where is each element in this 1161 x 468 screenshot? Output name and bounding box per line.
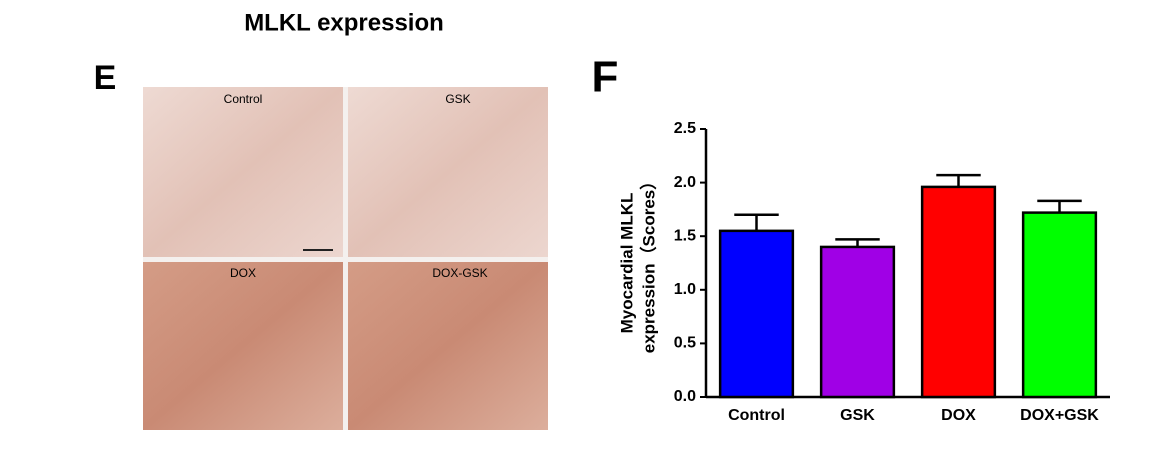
- y-tick-label: 2.0: [674, 174, 696, 191]
- micrograph-label: DOX-GSK: [432, 266, 487, 280]
- x-tick-label: Control: [728, 407, 785, 424]
- micrograph: [143, 87, 343, 257]
- bar: [819, 245, 896, 399]
- bar: [718, 229, 795, 399]
- micrograph-label: DOX: [230, 266, 256, 280]
- x-tick-label: GSK: [840, 407, 875, 424]
- micrograph-label: Control: [224, 92, 263, 106]
- y-tick-label: 0.0: [674, 388, 696, 405]
- bar: [1021, 211, 1098, 399]
- micrograph-label: GSK: [445, 92, 470, 106]
- x-tick-label: DOX+GSK: [1020, 407, 1099, 424]
- micrograph: [348, 262, 548, 430]
- micrograph: [348, 87, 548, 257]
- y-tick-label: 1.5: [674, 227, 696, 244]
- panel-label: E: [94, 59, 117, 97]
- figure-title: MLKL expression: [244, 9, 444, 36]
- x-tick-label: DOX: [941, 407, 976, 424]
- panel-label: F: [592, 53, 619, 102]
- y-tick-label: 1.0: [674, 281, 696, 298]
- bar: [920, 185, 997, 399]
- y-axis-label: Myocardial MLKL: [617, 193, 636, 334]
- micrograph: [143, 262, 343, 430]
- y-tick-label: 0.5: [674, 335, 696, 352]
- y-axis-label: expression（Scores）: [638, 173, 658, 353]
- y-tick-label: 2.5: [674, 120, 696, 137]
